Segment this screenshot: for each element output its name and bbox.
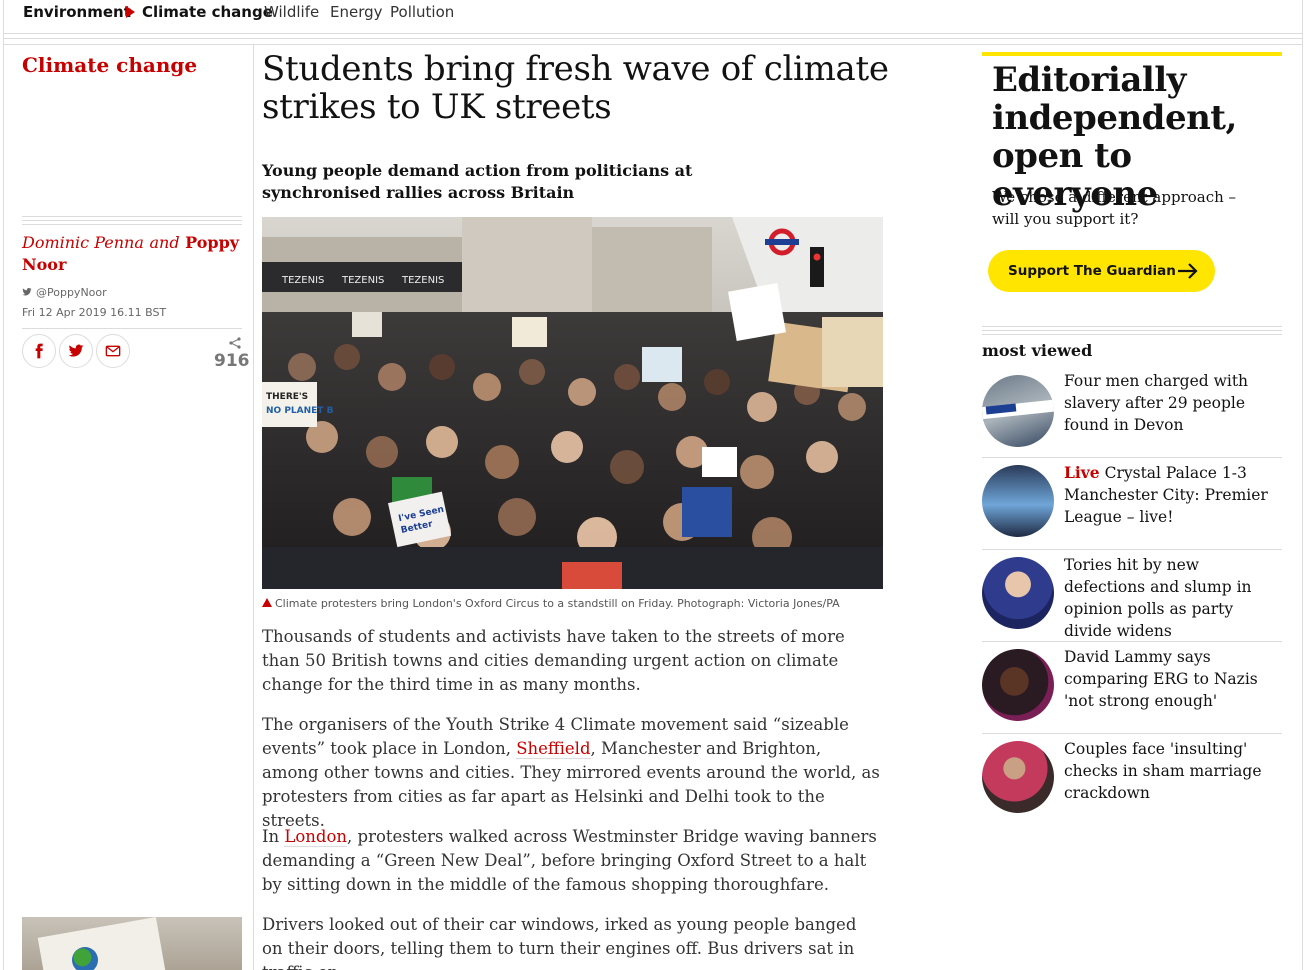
subnav-current-arrow-icon (126, 6, 135, 18)
most-viewed-title: most viewed (982, 341, 1093, 360)
paragraph-3-part-a: In (262, 827, 285, 846)
protest-photo-illustration: TEZENIS TEZENIS TEZENIS (262, 217, 883, 589)
frame-left-edge (3, 0, 4, 970)
share-count: 916 (214, 351, 250, 371)
most-viewed-headline-text: Crystal Palace 1-3 Manchester City: Prem… (1064, 464, 1268, 526)
thumbnail-sign (37, 917, 167, 970)
image-caption: Climate protesters bring London's Oxford… (262, 597, 902, 610)
most-viewed-thumbnail (982, 465, 1054, 537)
share-email-button[interactable] (96, 334, 130, 368)
author-link-2[interactable]: Poppy Noor (22, 233, 240, 274)
twitter-handle: @PoppyNoor (36, 286, 107, 299)
support-button-label: Support The Guardian (1008, 263, 1176, 279)
paragraph-3-part-b: , protesters walked across Westminster B… (262, 827, 877, 894)
article-headline: Students bring fresh wave of climate str… (262, 49, 889, 127)
share-icon (229, 337, 241, 349)
share-twitter-button[interactable] (59, 334, 93, 368)
publish-date: Fri 12 Apr 2019 16.11 BST (22, 306, 167, 319)
twitter-icon (68, 344, 84, 357)
most-viewed-headline: David Lammy says comparing ERG to Nazis … (1064, 648, 1258, 710)
paragraph-4: Drivers looked out of their car windows,… (262, 915, 857, 970)
svg-text:NO PLANET B: NO PLANET B (266, 406, 334, 416)
svg-text:THERE'S: THERE'S (266, 392, 308, 402)
most-viewed-thumbnail (982, 557, 1054, 629)
related-content-thumbnail[interactable] (22, 917, 242, 970)
most-viewed-thumbnail (982, 741, 1054, 813)
caption-triangle-icon (262, 598, 272, 607)
most-viewed-headline: Four men charged with slavery after 29 p… (1064, 372, 1249, 434)
paragraph-1: Thousands of students and activists have… (262, 627, 845, 694)
hero-photo: TEZENIS TEZENIS TEZENIS (262, 217, 883, 589)
twitter-bird-icon (22, 288, 32, 296)
subnav-wildlife[interactable]: Wildlife (264, 3, 320, 21)
most-viewed-headline: Tories hit by new defections and slump i… (1064, 556, 1252, 640)
thumbnail-globe (72, 947, 98, 970)
share-rule (22, 328, 242, 329)
subnav-climate-change[interactable]: Climate change (142, 3, 273, 21)
nav-rule-mid (4, 38, 1302, 39)
svg-text:TEZENIS: TEZENIS (281, 275, 324, 286)
subnav-energy[interactable]: Energy (330, 3, 383, 21)
link-sheffield[interactable]: Sheffield (516, 739, 591, 759)
live-badge: Live (1064, 463, 1100, 482)
nav-rule-bottom (4, 44, 1302, 45)
support-headline: Editorially independent, open to everyon… (992, 60, 1237, 214)
support-accent-bar (982, 52, 1282, 56)
paragraph-2-part-b: , Manchester and Brighton, among other t… (262, 739, 880, 830)
most-viewed-thumbnail (982, 649, 1054, 721)
paragraph-3: In London, protesters walked across West… (262, 825, 882, 897)
paragraph-2-part-a: The organisers of the Youth Strike 4 Cli… (262, 715, 849, 758)
subnav-environment[interactable]: Environment (23, 3, 131, 21)
section-subnav: Environment Climate change Wildlife Ener… (0, 0, 1306, 30)
most-viewed-headline: Couples face 'insulting' checks in sham … (1064, 740, 1262, 802)
byline-conjunction: and (149, 233, 180, 252)
svg-text:TEZENIS: TEZENIS (401, 275, 444, 286)
subnav-pollution[interactable]: Pollution (390, 3, 455, 21)
byline: Dominic Penna and Poppy Noor (22, 232, 244, 276)
most-viewed-item[interactable]: Couples face 'insulting' checks in sham … (982, 733, 1282, 825)
most-viewed-rule (982, 733, 1282, 734)
most-viewed-item[interactable]: Live Crystal Palace 1-3 Manchester City:… (982, 457, 1282, 549)
byline-rules (22, 216, 242, 228)
most-viewed-rule (982, 549, 1282, 550)
paragraph-2: The organisers of the Youth Strike 4 Cli… (262, 713, 882, 833)
nav-rule-top (4, 33, 1302, 34)
most-viewed-thumbnail (982, 375, 1054, 447)
author-link-1[interactable]: Dominic Penna (22, 233, 144, 252)
article-standfirst: Young people demand action from politici… (262, 161, 693, 202)
caption-text: Climate protesters bring London's Oxford… (275, 597, 840, 610)
twitter-link[interactable]: @PoppyNoor (22, 286, 107, 299)
support-subtext: We chose a different approach – will you… (992, 188, 1237, 228)
most-viewed-rules (982, 326, 1282, 338)
support-the-guardian-button[interactable]: Support The Guardian (988, 250, 1215, 292)
link-london[interactable]: London (284, 827, 348, 847)
facebook-icon (35, 343, 43, 359)
frame-right-edge (1302, 0, 1303, 970)
most-viewed-rule (982, 457, 1282, 458)
most-viewed-item[interactable]: Four men charged with slavery after 29 p… (982, 370, 1282, 462)
most-viewed-item[interactable]: David Lammy says comparing ERG to Nazis … (982, 641, 1282, 733)
email-icon (105, 345, 121, 357)
left-column-divider (253, 45, 254, 970)
most-viewed-rule (982, 641, 1282, 642)
most-viewed-headline: Live Crystal Palace 1-3 Manchester City:… (1064, 462, 1284, 528)
arrow-right-icon (1178, 263, 1198, 279)
svg-text:TEZENIS: TEZENIS (341, 275, 384, 286)
share-facebook-button[interactable] (22, 334, 56, 368)
most-viewed-item[interactable]: Tories hit by new defections and slump i… (982, 549, 1282, 641)
section-label[interactable]: Climate change (22, 53, 198, 77)
